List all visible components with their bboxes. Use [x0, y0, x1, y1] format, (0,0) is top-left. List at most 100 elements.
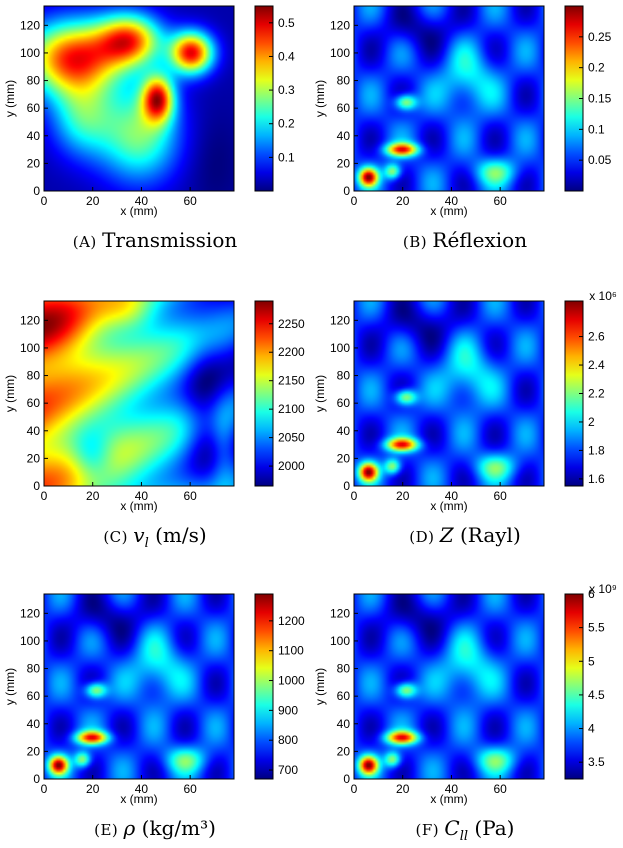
colorbar-tick-label: 4.5 [588, 688, 605, 702]
plot-frame [43, 5, 235, 192]
caption-text: Réflexion [432, 228, 528, 252]
y-tick-label: 60 [27, 689, 41, 703]
colorbar-tick-label: 700 [278, 763, 298, 777]
caption-letter: (C) [103, 528, 134, 546]
heatmap-svg: 0 20 40 60 0 20 40 60 80 100 120 x (mm) y (mm) 2000 20… [3, 300, 305, 513]
x-tick-label: 20 [396, 489, 410, 503]
heatmap-svg: 0 20 40 60 0 20 40 60 80 100 120 x (mm) y (mm) 700 800… [3, 593, 305, 806]
y-tick-label: 20 [27, 156, 41, 170]
heatmap-field [44, 301, 234, 486]
caption-letter: (D) [409, 528, 440, 546]
caption-letter: (A) [72, 233, 103, 251]
y-tick-label: 40 [337, 717, 351, 731]
y-tick-label: 60 [27, 101, 41, 115]
x-tick-label: 0 [41, 782, 48, 796]
x-tick-label: 20 [86, 489, 100, 503]
y-tick-label: 60 [337, 396, 351, 410]
colorbar-tick-label: 0.25 [588, 30, 612, 44]
y-axis-label: y (mm) [3, 80, 17, 117]
colorbar-tick-label: 900 [278, 703, 298, 717]
colorbar [254, 5, 274, 192]
x-tick-label: 40 [445, 489, 459, 503]
x-tick-label: 20 [396, 782, 410, 796]
colorbar-tick-label: 0.1 [588, 122, 605, 136]
plot-frame [43, 300, 235, 487]
y-tick-label: 80 [27, 662, 41, 676]
caption-symbol: vl [133, 523, 149, 551]
caption-text: (Rayl) [460, 523, 521, 547]
colorbar-tick-label: 2000 [278, 459, 305, 473]
x-axis-label: x (mm) [430, 204, 467, 218]
heatmap-field [44, 594, 234, 779]
y-tick-label: 0 [343, 184, 350, 198]
y-tick-label: 100 [330, 341, 350, 355]
panel-caption: (D) Z (Rayl) [310, 523, 620, 547]
y-tick-label: 80 [337, 369, 351, 383]
plot-frame [353, 593, 545, 780]
colorbar-tick-label: 3.5 [588, 755, 605, 769]
colorbar-tick-label: 1200 [278, 614, 305, 628]
y-tick-label: 20 [337, 744, 351, 758]
panel-b: 0 20 40 60 0 20 40 60 80 100 120 x (mm) y (mm) 0.05 0.… [310, 0, 620, 260]
x-axis-label: x (mm) [430, 499, 467, 513]
panel-caption: (A) Transmission [0, 228, 310, 252]
plot-frame [353, 300, 545, 487]
y-tick-label: 40 [27, 424, 41, 438]
caption-letter: (F) [415, 821, 445, 839]
colorbar-tick-label: 2.6 [588, 330, 605, 344]
colorbar-tick-label: 0.1 [278, 150, 295, 164]
x-tick-label: 40 [135, 782, 149, 796]
x-tick-label: 60 [183, 194, 197, 208]
x-tick-label: 60 [183, 489, 197, 503]
y-tick-label: 40 [337, 424, 351, 438]
plot-frame [43, 593, 235, 780]
caption-text: (Pa) [474, 816, 515, 840]
y-tick-label: 60 [337, 101, 351, 115]
x-tick-label: 0 [41, 489, 48, 503]
x-tick-label: 40 [445, 194, 459, 208]
y-tick-label: 60 [337, 689, 351, 703]
y-tick-label: 80 [27, 369, 41, 383]
colorbar-tick-label: 2200 [278, 345, 305, 359]
colorbar-tick-label: 2150 [278, 374, 305, 388]
colorbar-exponent: x 10⁶ [589, 289, 617, 303]
panel-e: 0 20 40 60 0 20 40 60 80 100 120 x (mm) y (mm) 700 800… [0, 588, 310, 848]
panel-a: 0 20 40 60 0 20 40 60 80 100 120 x (mm) y (mm) 0.1 0.2… [0, 0, 310, 260]
panel-caption: (F) Cll (Pa) [310, 816, 620, 844]
colorbar-tick-label: 800 [278, 733, 298, 747]
y-axis-label: y (mm) [3, 668, 17, 705]
y-tick-label: 60 [27, 396, 41, 410]
x-axis-label: x (mm) [120, 792, 157, 806]
colorbar-tick-label: 0.05 [588, 153, 612, 167]
x-tick-label: 20 [86, 782, 100, 796]
caption-text: (kg/m³) [141, 816, 216, 840]
y-tick-label: 20 [27, 744, 41, 758]
colorbar-tick-label: 5 [588, 654, 595, 668]
x-tick-label: 20 [396, 194, 410, 208]
x-tick-label: 40 [445, 782, 459, 796]
colorbar-tick-label: 2.4 [588, 358, 605, 372]
caption-symbol: Cll [444, 816, 469, 844]
y-tick-label: 40 [27, 717, 41, 731]
panel-caption: (B) Réflexion [310, 228, 620, 252]
y-tick-label: 120 [330, 18, 350, 32]
y-tick-label: 0 [343, 772, 350, 786]
colorbar-tick-label: 2100 [278, 402, 305, 416]
y-tick-label: 0 [343, 479, 350, 493]
x-axis-label: x (mm) [120, 204, 157, 218]
colorbar [254, 593, 274, 780]
x-tick-label: 40 [135, 489, 149, 503]
heatmap-svg: 0 20 40 60 0 20 40 60 80 100 120 x (mm) y (mm) 3.5 4 4.… [313, 582, 617, 806]
panel-f: 0 20 40 60 0 20 40 60 80 100 120 x (mm) y (mm) 3.5 4 4.… [310, 582, 620, 848]
x-tick-label: 60 [493, 782, 507, 796]
colorbar-tick-label: 1100 [278, 644, 304, 658]
colorbar-tick-label: 0.5 [278, 16, 295, 30]
colorbar-tick-label: 2250 [278, 317, 305, 331]
y-tick-label: 80 [337, 74, 351, 88]
colorbar-tick-label: 4 [588, 722, 595, 736]
heatmap-svg: 0 20 40 60 0 20 40 60 80 100 120 x (mm) y (mm) 0.05 0.… [313, 5, 612, 218]
y-tick-label: 100 [20, 46, 40, 60]
colorbar-tick-label: 0.2 [588, 61, 605, 75]
colorbar-tick-label: 2.2 [588, 387, 605, 401]
colorbar-tick-label: 2 [588, 415, 595, 429]
